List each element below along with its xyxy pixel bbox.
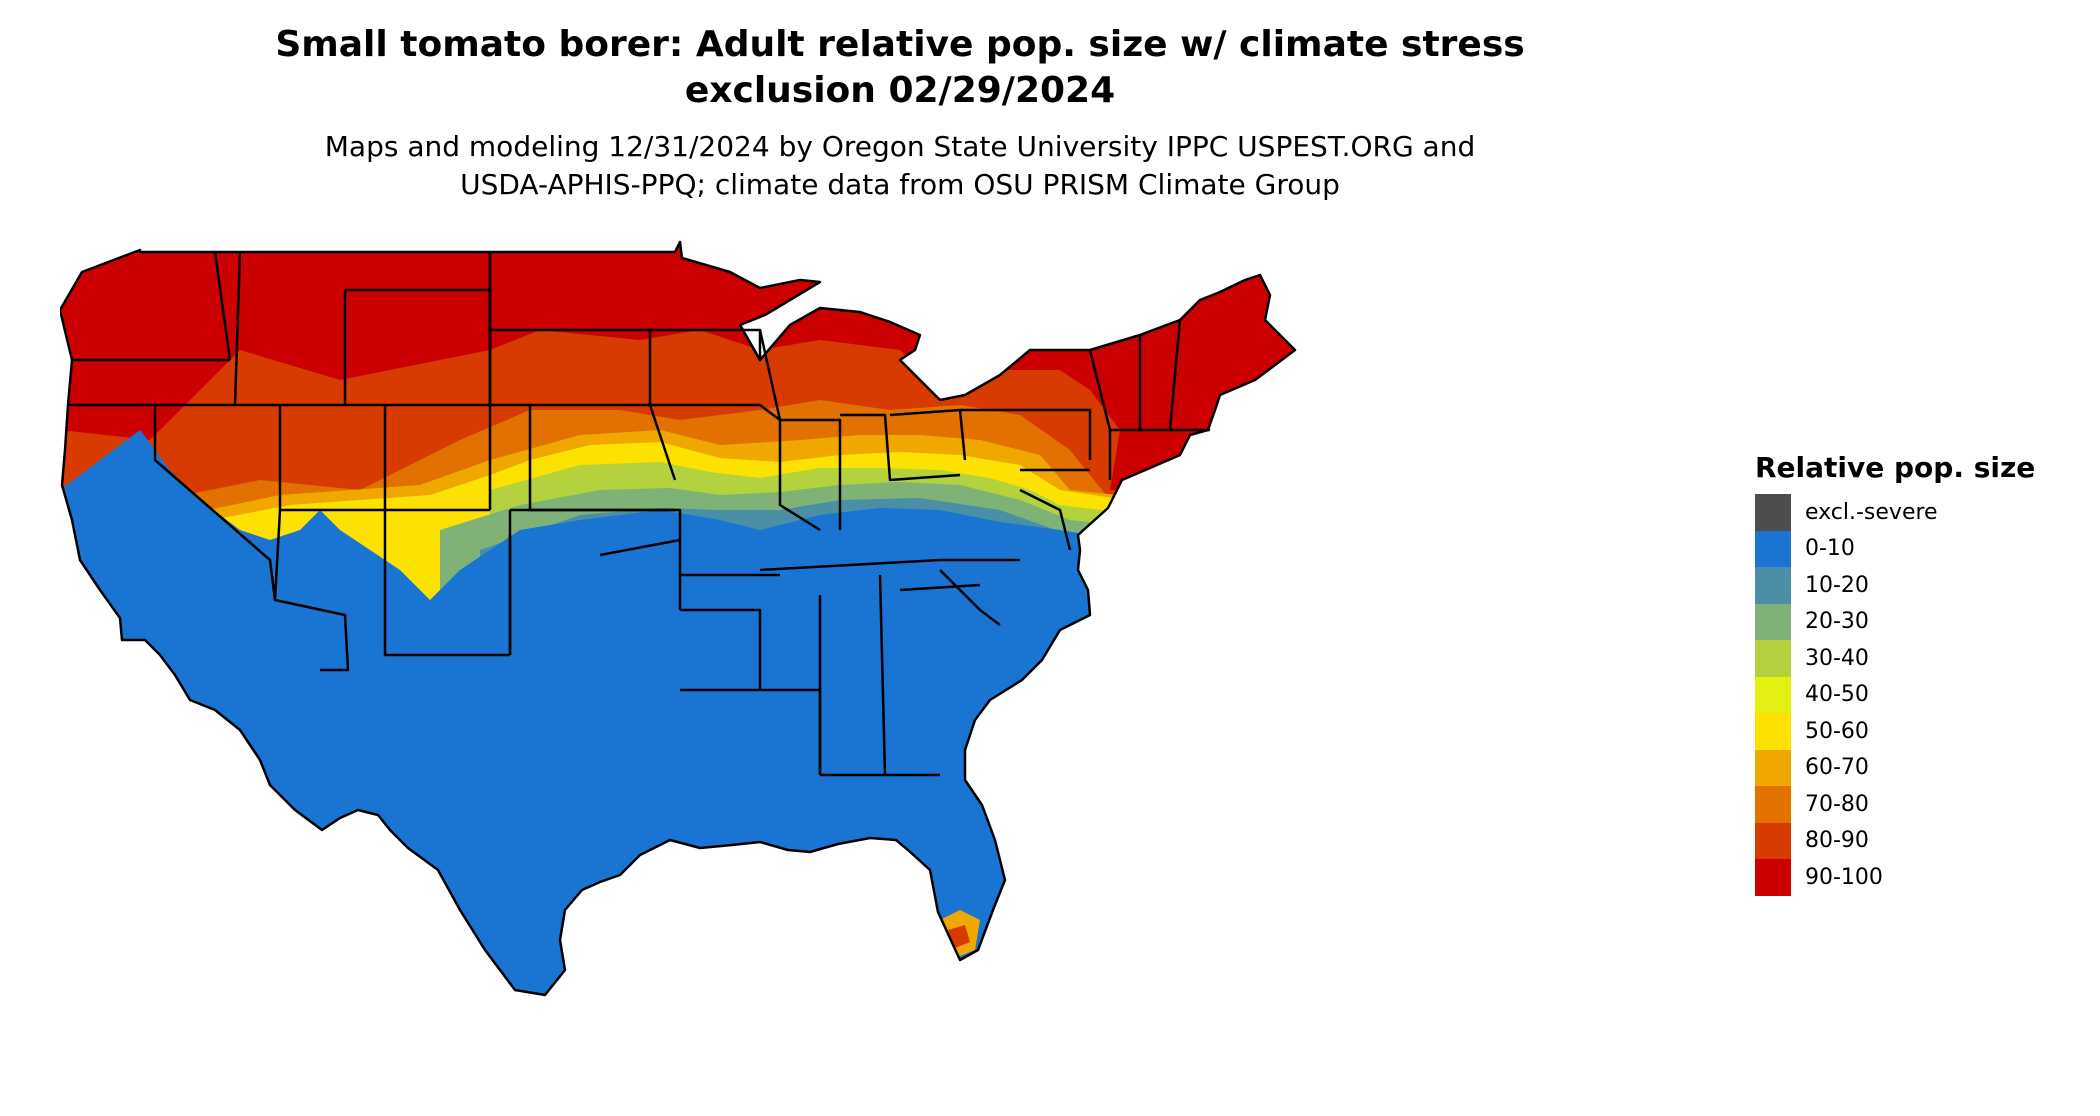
legend-swatch bbox=[1755, 822, 1791, 859]
legend-swatch bbox=[1755, 786, 1791, 823]
legend-label: 10-20 bbox=[1805, 572, 1869, 598]
legend-swatch bbox=[1755, 749, 1791, 786]
legend-label: 20-30 bbox=[1805, 609, 1869, 635]
legend-item: 30-40 bbox=[1755, 640, 2085, 677]
legend-label: 30-40 bbox=[1805, 645, 1869, 671]
legend-label: 80-90 bbox=[1805, 828, 1869, 854]
us-map bbox=[60, 240, 1297, 997]
legend-label: excl.-severe bbox=[1805, 499, 1938, 525]
legend-label: 40-50 bbox=[1805, 682, 1869, 708]
legend-label: 0-10 bbox=[1805, 536, 1855, 562]
legend-swatch bbox=[1755, 494, 1791, 531]
legend-swatch bbox=[1755, 859, 1791, 896]
map-subtitle-line2: USDA-APHIS-PPQ; climate data from OSU PR… bbox=[460, 168, 1340, 201]
legend-label: 70-80 bbox=[1805, 791, 1869, 817]
legend-label: 90-100 bbox=[1805, 864, 1883, 890]
legend-swatch bbox=[1755, 640, 1791, 677]
legend-item: 20-30 bbox=[1755, 603, 2085, 640]
map-subtitle-line1: Maps and modeling 12/31/2024 by Oregon S… bbox=[324, 130, 1476, 163]
legend-item: 90-100 bbox=[1755, 859, 2085, 896]
legend-item: 80-90 bbox=[1755, 822, 2085, 859]
legend-item: 40-50 bbox=[1755, 676, 2085, 713]
legend-swatch bbox=[1755, 567, 1791, 604]
legend-item: excl.-severe bbox=[1755, 494, 2085, 531]
legend-swatch bbox=[1755, 530, 1791, 567]
legend-swatch bbox=[1755, 713, 1791, 750]
legend-item: 0-10 bbox=[1755, 530, 2085, 567]
map-title: Small tomato borer: Adult relative pop. … bbox=[160, 22, 1640, 114]
map-title-line1: Small tomato borer: Adult relative pop. … bbox=[275, 24, 1525, 65]
map-subtitle: Maps and modeling 12/31/2024 by Oregon S… bbox=[160, 128, 1640, 204]
legend-item: 60-70 bbox=[1755, 749, 2085, 786]
legend-label: 60-70 bbox=[1805, 755, 1869, 781]
legend-label: 50-60 bbox=[1805, 718, 1869, 744]
legend-swatch bbox=[1755, 603, 1791, 640]
legend: Relative pop. size excl.-severe 0-10 10-… bbox=[1755, 450, 2085, 896]
legend-swatch bbox=[1755, 676, 1791, 713]
legend-item: 50-60 bbox=[1755, 713, 2085, 750]
legend-item: 10-20 bbox=[1755, 567, 2085, 604]
map-title-line2: exclusion 02/29/2024 bbox=[684, 70, 1116, 111]
legend-item: 70-80 bbox=[1755, 786, 2085, 823]
legend-title: Relative pop. size bbox=[1755, 451, 2036, 484]
